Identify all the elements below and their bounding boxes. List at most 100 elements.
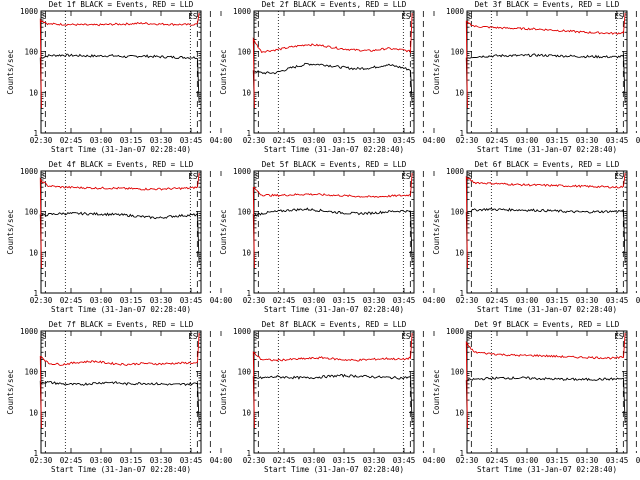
lld-series-line [465,172,626,269]
x-tick-label: 04:00 [423,296,446,305]
panel-det-8: Det 8f BLACK = Events, RED = LLD 1 10 100 10… [219,320,446,474]
x-tick-label: 03:15 [120,296,143,305]
saa-marker-label: S [255,172,260,181]
y-tick-label: 100 [237,48,251,57]
panel-title: Det 8f BLACK = Events, RED = LLD [262,320,407,329]
x-tick-label: 04:00 [210,296,233,305]
y-tick-label: 1000 [446,167,465,176]
y-tick-label: 1 [246,449,251,458]
y-tick-label: 1 [33,129,38,138]
y-tick-label: 100 [237,208,251,217]
x-axis-label: Start Time (31-Jan-07 02:28:40) [264,305,404,314]
x-tick-label: 02:45 [60,136,83,145]
y-tick-label: 10 [242,88,252,97]
x-tick-label: 02:30 [456,136,479,145]
x-tick-label: 02:45 [273,296,296,305]
events-series-line [465,376,626,429]
x-tick-label: 03:30 [576,136,599,145]
x-tick-label: 02:30 [30,296,53,305]
x-tick-label: 03:30 [363,456,386,465]
x-tick-label: 02:45 [486,136,509,145]
lld-series-line [465,12,626,109]
x-tick-label: 03:45 [393,136,416,145]
panel-det-7: Det 7f BLACK = Events, RED = LLD 1 10 100 10… [6,320,233,474]
y-tick-label: 1000 [446,7,465,16]
x-tick-label: 03:00 [516,136,539,145]
x-tick-label: 03:30 [150,136,173,145]
events-series-line [39,211,200,269]
saa-marker-label: S [468,12,473,21]
x-tick-label: 03:45 [180,456,203,465]
y-tick-label: 1000 [446,327,465,336]
y-axis-label: Counts/sec [6,49,15,94]
events-series-line [252,62,413,109]
y-tick-label: 10 [242,248,252,257]
panel-det-9: Det 9f BLACK = Events, RED = LLD 1 10 100 10… [432,320,640,474]
x-tick-label: 03:15 [333,296,356,305]
x-tick-label: 04:00 [636,136,640,145]
saa-marker-label: S [42,332,47,341]
lld-series-line [465,332,626,429]
panel-title: Det 3f BLACK = Events, RED = LLD [475,0,620,9]
saa-marker-label: S [255,332,260,341]
panel-det-4: Det 4f BLACK = Events, RED = LLD 1 10 100 10… [6,160,233,314]
panel-title: Det 1f BLACK = Events, RED = LLD [49,0,194,9]
saa-marker-label: S [42,172,47,181]
saa-marker-label: ES [188,12,198,21]
y-tick-label: 10 [455,88,465,97]
x-tick-label: 03:15 [546,456,569,465]
panel-title: Det 5f BLACK = Events, RED = LLD [262,160,407,169]
x-tick-label: 03:15 [333,456,356,465]
y-axis-label: Counts/sec [6,209,15,254]
x-axis-label: Start Time (31-Jan-07 02:28:40) [477,305,617,314]
x-tick-label: 02:30 [456,296,479,305]
saa-marker-label: ES [401,332,411,341]
x-tick-label: 03:00 [303,456,326,465]
x-tick-label: 03:00 [516,456,539,465]
panel-title: Det 7f BLACK = Events, RED = LLD [49,320,194,329]
panel-title: Det 9f BLACK = Events, RED = LLD [475,320,620,329]
y-axis-label: Counts/sec [219,209,228,254]
x-tick-label: 04:00 [210,456,233,465]
panel-title: Det 2f BLACK = Events, RED = LLD [262,0,407,9]
y-tick-label: 1 [33,289,38,298]
x-tick-label: 03:30 [576,296,599,305]
x-tick-label: 03:45 [393,456,416,465]
events-series-line [39,53,200,109]
y-tick-label: 1 [459,449,464,458]
saa-marker-label: ES [188,332,198,341]
x-tick-label: 03:45 [606,296,629,305]
saa-marker-label: ES [401,12,411,21]
lld-series-line [252,12,413,109]
events-series-line [465,53,626,109]
y-tick-label: 10 [29,248,39,257]
x-axis-label: Start Time (31-Jan-07 02:28:40) [51,465,191,474]
panel-det-6: Det 6f BLACK = Events, RED = LLD 1 10 100 10… [432,160,640,314]
x-tick-label: 02:30 [243,136,266,145]
panel-title: Det 6f BLACK = Events, RED = LLD [475,160,620,169]
y-axis-label: Counts/sec [432,49,441,94]
x-tick-label: 03:15 [120,136,143,145]
x-tick-label: 04:00 [423,136,446,145]
x-tick-label: 02:30 [30,136,53,145]
x-tick-label: 02:30 [243,456,266,465]
x-tick-label: 03:30 [150,296,173,305]
events-series-line [252,207,413,269]
saa-marker-label: S [468,172,473,181]
saa-marker-label: ES [614,172,624,181]
y-axis-label: Counts/sec [432,369,441,414]
x-tick-label: 04:00 [636,456,640,465]
x-tick-label: 03:30 [150,456,173,465]
y-tick-label: 1 [246,289,251,298]
x-tick-label: 04:00 [423,456,446,465]
y-tick-label: 1000 [20,327,39,336]
y-axis-label: Counts/sec [6,369,15,414]
y-tick-label: 10 [455,408,465,417]
y-tick-label: 1000 [20,167,39,176]
panel-det-5: Det 5f BLACK = Events, RED = LLD 1 10 100 10… [219,160,446,314]
x-tick-label: 03:15 [333,136,356,145]
x-tick-label: 03:30 [363,296,386,305]
x-tick-label: 03:30 [576,456,599,465]
x-axis-label: Start Time (31-Jan-07 02:28:40) [477,465,617,474]
